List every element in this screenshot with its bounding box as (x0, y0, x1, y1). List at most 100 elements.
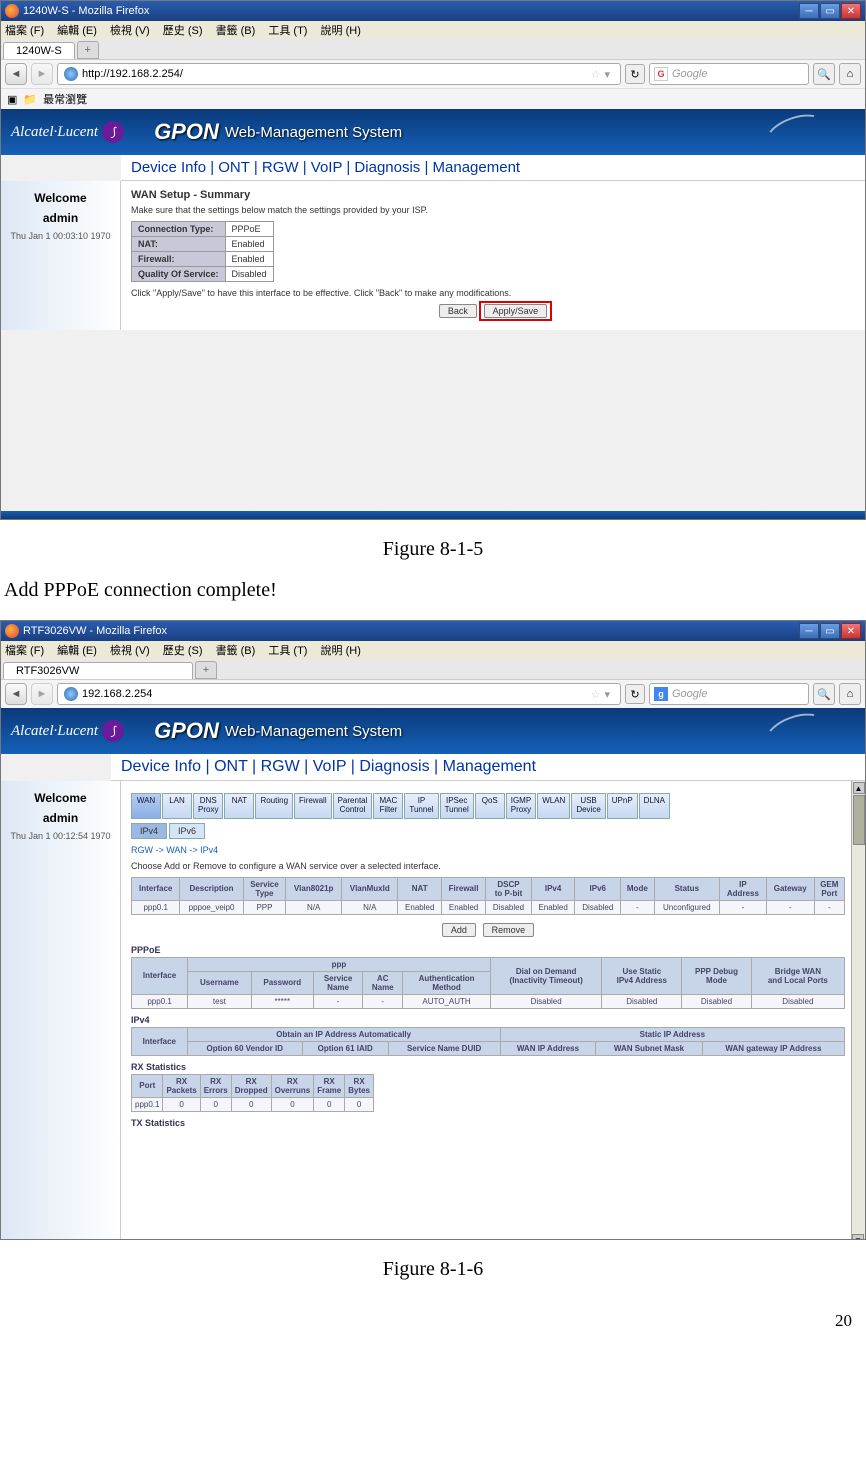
menu-view[interactable]: 檢視 (V) (110, 645, 150, 657)
cell: ppp0.1 (132, 900, 180, 914)
bookmark-star-icon[interactable]: ☆ (591, 68, 601, 81)
top-tab[interactable]: WLAN (537, 793, 570, 819)
top-tab[interactable]: IPSecTunnel (440, 793, 474, 819)
col-header: Mode (621, 877, 654, 900)
forward-nav-button[interactable]: ► (31, 683, 53, 705)
bookmark-link[interactable]: 最常瀏覽 (43, 91, 87, 107)
menu-help[interactable]: 說明 (H) (321, 645, 361, 657)
menu-file[interactable]: 檔案 (F) (5, 645, 44, 657)
vertical-scrollbar[interactable]: ▲ ▼ (851, 781, 865, 1240)
search-box[interactable]: g Google (649, 683, 809, 705)
instruction-text: Choose Add or Remove to configure a WAN … (131, 861, 845, 871)
maximize-button[interactable]: ▭ (820, 3, 840, 19)
url-field[interactable]: http://192.168.2.254/ ☆ ▾ (57, 63, 621, 85)
cell: 0 (231, 1097, 271, 1111)
gpon-menubar[interactable]: Device Info | ONT | RGW | VoIP | Diagnos… (111, 754, 865, 781)
menu-edit[interactable]: 編輯 (E) (57, 645, 97, 657)
menu-bookmarks[interactable]: 書籤 (B) (216, 645, 256, 657)
menu-file[interactable]: 檔案 (F) (5, 25, 44, 37)
top-tab[interactable]: Routing (255, 793, 293, 819)
bookmark-folder-icon[interactable]: 📁 (23, 93, 37, 106)
browser-tab[interactable]: 1240W-S (3, 42, 75, 59)
col-header: IPv4 (531, 877, 575, 900)
menu-history[interactable]: 歷史 (S) (163, 25, 203, 37)
titlebar: 1240W-S - Mozilla Firefox ─ ▭ ✕ (1, 1, 865, 21)
minimize-button[interactable]: ─ (799, 3, 819, 19)
home-button[interactable]: ⌂ (839, 63, 861, 85)
menu-tools[interactable]: 工具 (T) (268, 645, 307, 657)
menubar: 檔案 (F) 編輯 (E) 檢視 (V) 歷史 (S) 書籤 (B) 工具 (T… (1, 21, 865, 39)
remove-button[interactable]: Remove (483, 923, 535, 937)
top-tab[interactable]: UPnP (607, 793, 638, 819)
row-label: NAT: (132, 237, 226, 252)
ipv4-section-label: IPv4 (131, 1015, 845, 1025)
cell: Port (132, 1074, 163, 1097)
row-label: Firewall: (132, 252, 226, 267)
alcatel-logo: Alcatel·Lucent ⟆ (11, 720, 124, 742)
menu-bookmarks[interactable]: 書籤 (B) (216, 25, 256, 37)
row-value: Enabled (225, 237, 273, 252)
back-button[interactable]: Back (439, 304, 477, 318)
back-nav-button[interactable]: ◄ (5, 63, 27, 85)
cell: Interface (132, 957, 188, 994)
scroll-down-icon[interactable]: ▼ (852, 1234, 864, 1240)
menu-view[interactable]: 檢視 (V) (110, 25, 150, 37)
browser-tab[interactable]: RTF3026VW (3, 662, 193, 679)
dropdown-icon[interactable]: ▾ (604, 688, 610, 701)
cell: RXPackets (163, 1074, 200, 1097)
top-tab[interactable]: Firewall (294, 793, 332, 819)
forward-nav-button[interactable]: ► (31, 63, 53, 85)
menu-help[interactable]: 說明 (H) (321, 25, 361, 37)
home-button[interactable]: ⌂ (839, 683, 861, 705)
top-tab[interactable]: IPTunnel (404, 793, 438, 819)
scroll-thumb[interactable] (853, 795, 865, 845)
top-tab[interactable]: DLNA (639, 793, 670, 819)
window-title: RTF3026VW - Mozilla Firefox (23, 625, 167, 637)
new-tab-button[interactable]: + (77, 41, 99, 59)
gpon-menubar[interactable]: Device Info | ONT | RGW | VoIP | Diagnos… (121, 155, 865, 181)
cell: - (766, 900, 814, 914)
top-tab[interactable]: QoS (475, 793, 505, 819)
bookmark-toggle-icon[interactable]: ▣ (7, 93, 17, 106)
top-tab[interactable]: MACFilter (373, 793, 403, 819)
cell: ServiceName (313, 971, 362, 994)
subtab-ipv6[interactable]: IPv6 (169, 823, 205, 839)
top-tab[interactable]: NAT (224, 793, 254, 819)
menu-history[interactable]: 歷史 (S) (163, 645, 203, 657)
top-tab[interactable]: IGMPProxy (506, 793, 536, 819)
subtab-ipv4[interactable]: IPv4 (131, 823, 167, 839)
top-tab[interactable]: DNSProxy (193, 793, 223, 819)
user-label: admin (5, 211, 116, 225)
menu-edit[interactable]: 編輯 (E) (57, 25, 97, 37)
footer-bar (1, 511, 865, 519)
scroll-up-icon[interactable]: ▲ (853, 782, 865, 794)
search-button[interactable]: 🔍 (813, 683, 835, 705)
button-row: Back Apply/Save (131, 304, 855, 318)
time-label: Thu Jan 1 00:12:54 1970 (5, 831, 116, 841)
alcatel-logo: Alcatel·Lucent ⟆ (11, 121, 124, 143)
bookmark-star-icon[interactable]: ☆ (591, 688, 601, 701)
close-button[interactable]: ✕ (841, 623, 861, 639)
cell: N/A (286, 900, 342, 914)
breadcrumb: RGW -> WAN -> IPv4 (131, 845, 845, 855)
apply-save-button[interactable]: Apply/Save (484, 304, 548, 318)
url-field[interactable]: 192.168.2.254 ☆ ▾ (57, 683, 621, 705)
reload-button[interactable]: ↻ (625, 684, 645, 704)
new-tab-button[interactable]: + (195, 661, 217, 679)
close-button[interactable]: ✕ (841, 3, 861, 19)
back-nav-button[interactable]: ◄ (5, 683, 27, 705)
top-tab[interactable]: ParentalControl (333, 793, 373, 819)
dropdown-icon[interactable]: ▾ (604, 68, 610, 81)
reload-button[interactable]: ↻ (625, 64, 645, 84)
search-box[interactable]: G Google (649, 63, 809, 85)
maximize-button[interactable]: ▭ (820, 623, 840, 639)
top-tab[interactable]: WAN (131, 793, 161, 819)
add-button[interactable]: Add (442, 923, 476, 937)
menu-tools[interactable]: 工具 (T) (268, 25, 307, 37)
top-tab[interactable]: LAN (162, 793, 192, 819)
minimize-button[interactable]: ─ (799, 623, 819, 639)
top-tab[interactable]: USBDevice (571, 793, 605, 819)
instruction-text: Make sure that the settings below match … (131, 205, 855, 215)
search-placeholder: Google (672, 68, 707, 80)
search-button[interactable]: 🔍 (813, 63, 835, 85)
